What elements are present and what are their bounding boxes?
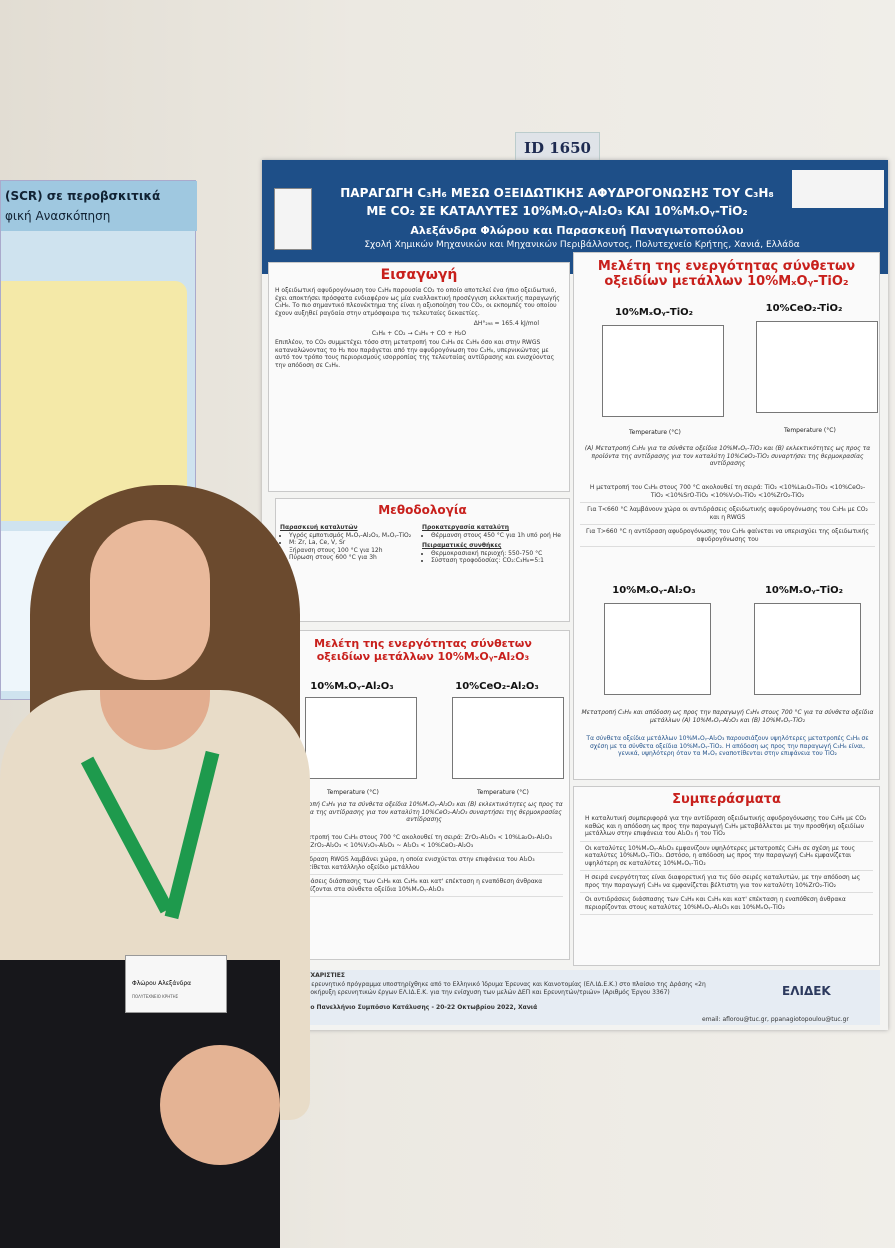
finding: Οι αντιδράσεις διάσπασης των C₃H₈ και C₃…	[580, 893, 873, 915]
list-item: Υγρός εμποτισμός MₓOᵧ-Al₂O₃, MₓOᵧ-TiO₂	[289, 532, 420, 540]
poster-title: ΠΑΡΑΓΩΓΗ C₃H₆ ΜΕΣΩ ΟΞΕΙΔΩΤΙΚΗΣ ΑΦΥΔΡΟΓΟΝ…	[340, 186, 774, 200]
conference: 16ο Πανελλήνιο Συμπόσιο Κατάλυσης - 20-2…	[302, 1004, 538, 1011]
affiliation: Σχολή Χημικών Μηχανικών και Μηχανικών Πε…	[364, 240, 800, 250]
conference-logo	[792, 170, 884, 208]
badge-name: Φλώρου Αλεξάνδρα	[132, 980, 192, 987]
finding: Η σειρά ενεργότητας είναι διαφορετική γι…	[580, 871, 873, 893]
authors: Αλεξάνδρα Φλώρου και Παρασκευή Παναγιωτο…	[410, 224, 744, 237]
chart-title: 10%MₓOᵧ-Al₂O₃	[612, 585, 696, 596]
axis-label: Temperature (°C)	[784, 427, 836, 434]
plot-area	[452, 697, 564, 779]
plot-area	[756, 321, 878, 413]
poster: ΠΑΡΑΓΩΓΗ C₃H₆ ΜΕΣΩ ΟΞΕΙΔΩΤΙΚΗΣ ΑΦΥΔΡΟΓΟΝ…	[262, 160, 888, 1030]
hands	[160, 1045, 280, 1165]
finding: Η αντίδραση RWGS λαμβάνει χώρα, η οποία …	[285, 853, 563, 875]
method-section: Μεθοδολογία Παρασκευή καταλυτών Υγρός εμ…	[275, 498, 570, 622]
axis-label: Temperature (°C)	[629, 429, 681, 436]
chart-title: 10%CeO₂-Al₂O₃	[455, 681, 539, 692]
paragraph: Επιπλέον, το CO₂ συμμετέχει τόσο στη μετ…	[275, 339, 555, 369]
findings: Η μετατροπή του C₃H₈ στους 700 °C ακολου…	[285, 831, 563, 897]
list-item: Θερμοκρασιακή περιοχή: 550-750 °C	[431, 550, 567, 558]
plot-area	[602, 325, 724, 417]
list-item: M: Zr, La, Ce, V, Sr	[289, 539, 420, 547]
left-poster-header	[1, 181, 197, 231]
finding: Η μετατροπή του C₃H₈ στους 700 °C ακολου…	[285, 831, 563, 853]
left-poster-subtitle: φική Ανασκόπηση	[5, 209, 111, 223]
poster-title: ΜΕ CO₂ ΣΕ ΚΑΤΑΛΥΤΕΣ 10%MₓOᵧ-Al₂O₃ ΚΑΙ 10…	[366, 204, 748, 218]
list: Θέρμανση στους 450 °C για 1h υπό ροή He	[422, 532, 567, 540]
finding: Οι καταλύτες 10%MₓOᵧ-Al₂O₃ εμφανίζουν υψ…	[580, 842, 873, 871]
finding: Η μετατροπή του C₃H₈ στους 700 °C ακολου…	[580, 481, 875, 503]
method-column: Προκατεργασία καταλύτη Θέρμανση στους 45…	[422, 521, 567, 565]
list-item: Ξήρανση στους 100 °C για 12h	[289, 547, 420, 555]
email: email: aflorou@tuc.gr, ppanagiotopoulou@…	[702, 1016, 849, 1023]
finding: Για T>660 °C η αντίδραση αφυδρογόνωσης τ…	[580, 525, 875, 547]
plot-area	[305, 697, 417, 779]
subheading: Προκατεργασία καταλύτη	[422, 524, 510, 531]
intro-section: Εισαγωγή Η οξειδωτική αφυδρογόνωση του C…	[268, 262, 570, 492]
footer: ΕΥΧΑΡΙΣΤΙΕΣ Το ερευνητικό πρόγραμμα υποσ…	[302, 970, 880, 1025]
reaction: ΔH°₂₉₈ = 165.4 kJ/mol	[473, 320, 539, 327]
plot-area	[604, 603, 711, 695]
badge-org: ΠΟΛΥΤΕΧΝΕΙΟ ΚΡΗΤΗΣ	[132, 994, 179, 999]
subheading: Παρασκευή καταλυτών	[280, 524, 358, 531]
finding: Για T<660 °C λαμβάνουν χώρα οι αντιδράσε…	[580, 503, 875, 525]
reaction: C₃H₈ + CO₂ → C₃H₆ + CO + H₂O	[371, 329, 467, 337]
finding: Η καταλυτική συμπεριφορά για την αντίδρα…	[580, 812, 873, 842]
findings: Η μετατροπή του C₃H₈ στους 700 °C ακολου…	[580, 481, 875, 547]
section-heading: Μελέτη της ενεργότητας σύνθετων οξειδίων…	[314, 637, 532, 663]
chart-title: 10%MₓOᵧ-TiO₂	[764, 585, 844, 596]
list: Θερμοκρασιακή περιοχή: 550-750 °CΣύσταση…	[422, 550, 567, 565]
section-heading: Μελέτη της ενεργότητας σύνθετων οξειδίων…	[597, 259, 856, 289]
axis-label: Temperature (°C)	[477, 789, 529, 796]
left-poster-title: (SCR) σε περοβσκιτικά	[5, 189, 161, 203]
method-column: Παρασκευή καταλυτών Υγρός εμποτισμός MₓO…	[280, 521, 420, 562]
section-heading: Εισαγωγή	[380, 267, 458, 283]
list-item: Πύρωση στους 600 °C για 3h	[289, 554, 420, 562]
section-heading: Μεθοδολογία	[378, 503, 467, 517]
name-badge: Φλώρου Αλεξάνδρα ΠΟΛΥΤΕΧΝΕΙΟ ΚΡΗΤΗΣ	[125, 955, 227, 1013]
logo	[274, 188, 312, 250]
footer-text: Το ερευνητικό πρόγραμμα υποστηρίχθηκε απ…	[302, 981, 706, 996]
list: Υγρός εμποτισμός MₓOᵧ-Al₂O₃, MₓOᵧ-TiO₂M:…	[280, 532, 420, 562]
face	[90, 520, 210, 680]
note: Τα σύνθετα οξείδια μετάλλων 10%MₓOᵧ-Al₂O…	[586, 735, 869, 757]
caption: Μετατροπή C₃H₈ και απόδοση ως προς την π…	[581, 709, 874, 724]
list-item: Θέρμανση στους 450 °C για 1h υπό ροή He	[431, 532, 567, 540]
id-label: ID 1650	[515, 132, 600, 162]
conclusions-section: Συμπεράσματα Η καταλυτική συμπεριφορά γι…	[573, 786, 880, 966]
paragraph: Η οξειδωτική αφυδρογόνωση του C₃H₈ παρου…	[275, 287, 560, 317]
caption: (A) Μετατροπή C₃H₈ για τα σύνθετα οξείδι…	[584, 445, 871, 467]
chart-title: 10%MₓOᵧ-TiO₂	[614, 307, 694, 318]
section-heading: Συμπεράσματα	[672, 792, 781, 807]
left-poster-panel	[1, 281, 187, 521]
subheading: Πειραματικές συνθήκες	[422, 542, 502, 549]
al2o3-section: Μελέτη της ενεργότητας σύνθετων οξειδίων…	[276, 630, 570, 960]
findings: Η καταλυτική συμπεριφορά για την αντίδρα…	[574, 812, 879, 915]
chart-title: 10%MₓOᵧ-Al₂O₃	[310, 681, 394, 692]
plot-area	[754, 603, 861, 695]
finding: Αντιδράσεις διάσπασης των C₃H₈ και C₃H₆ …	[285, 875, 563, 897]
logo: ΕΛΙΔΕΚ	[782, 984, 831, 998]
chart-title: 10%CeO₂-TiO₂	[765, 303, 843, 314]
axis-label: Temperature (°C)	[327, 789, 379, 796]
footer-heading: ΕΥΧΑΡΙΣΤΙΕΣ	[302, 972, 345, 979]
tio2-section: Μελέτη της ενεργότητας σύνθετων οξειδίων…	[573, 252, 880, 780]
list-item: Σύσταση τροφοδοσίας: CO₂:C₃H₈=5:1	[431, 557, 567, 565]
caption: Μετατροπή C₃H₈ για τα σύνθετα οξείδια 10…	[285, 801, 563, 823]
